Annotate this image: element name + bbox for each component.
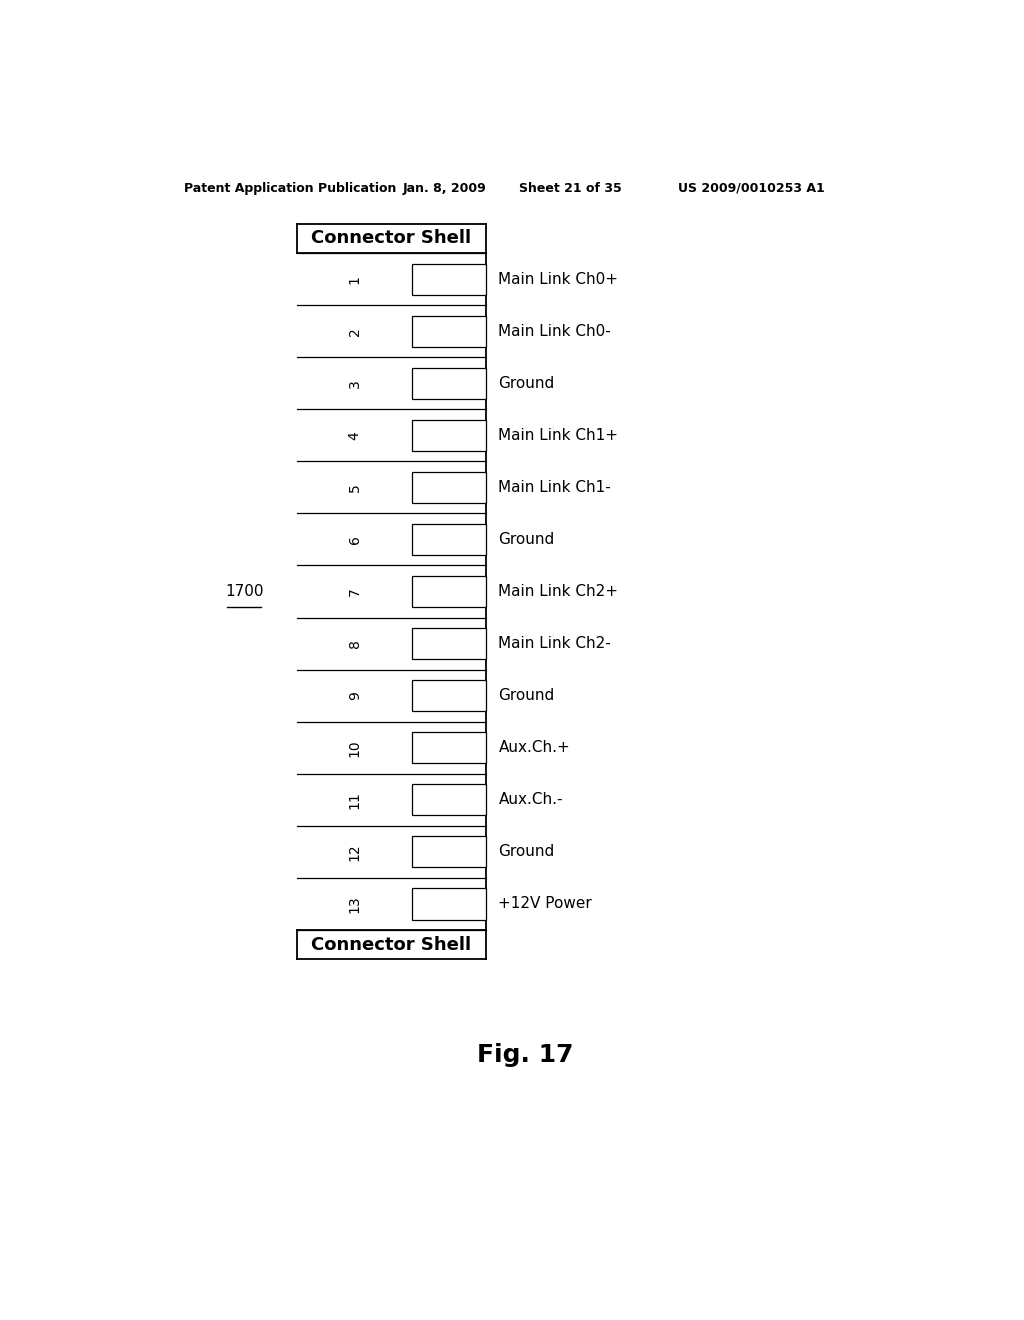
Text: Main Link Ch2+: Main Link Ch2+ (499, 583, 618, 599)
Text: 12: 12 (348, 843, 361, 861)
Bar (413, 471, 486, 503)
Bar (413, 680, 486, 711)
Bar (413, 524, 486, 556)
Text: Fig. 17: Fig. 17 (476, 1043, 573, 1068)
Text: Main Link Ch1-: Main Link Ch1- (499, 480, 611, 495)
Text: 8: 8 (348, 639, 361, 648)
Text: Main Link Ch2-: Main Link Ch2- (499, 636, 611, 651)
Text: 2: 2 (348, 327, 361, 335)
Text: Aux.Ch.+: Aux.Ch.+ (499, 741, 570, 755)
Text: 7: 7 (348, 587, 361, 595)
Text: 6: 6 (348, 535, 361, 544)
Bar (413, 368, 486, 399)
Text: Main Link Ch1+: Main Link Ch1+ (499, 428, 618, 442)
Text: 4: 4 (348, 430, 361, 440)
Bar (413, 837, 486, 867)
Text: Main Link Ch0+: Main Link Ch0+ (499, 272, 618, 286)
Text: Aux.Ch.-: Aux.Ch.- (499, 792, 563, 808)
Bar (413, 733, 486, 763)
Bar (413, 264, 486, 294)
Text: Patent Application Publication: Patent Application Publication (183, 182, 396, 194)
Bar (413, 628, 486, 659)
Bar (413, 576, 486, 607)
Text: Ground: Ground (499, 845, 555, 859)
Text: US 2009/0010253 A1: US 2009/0010253 A1 (678, 182, 825, 194)
Text: Ground: Ground (499, 688, 555, 704)
Text: 5: 5 (348, 483, 361, 492)
Bar (413, 420, 486, 451)
Text: 1: 1 (348, 275, 361, 284)
Text: Ground: Ground (499, 376, 555, 391)
Text: Sheet 21 of 35: Sheet 21 of 35 (519, 182, 623, 194)
Text: +12V Power: +12V Power (499, 896, 592, 911)
Bar (413, 315, 486, 347)
Bar (413, 784, 486, 816)
Text: 1700: 1700 (225, 583, 263, 599)
Text: 13: 13 (348, 895, 361, 912)
Text: 11: 11 (348, 791, 361, 809)
Text: Ground: Ground (499, 532, 555, 546)
Text: Jan. 8, 2009: Jan. 8, 2009 (403, 182, 486, 194)
Text: 10: 10 (348, 739, 361, 756)
Text: Main Link Ch0-: Main Link Ch0- (499, 323, 611, 339)
Text: Connector Shell: Connector Shell (311, 230, 472, 247)
Text: 9: 9 (348, 692, 361, 700)
Bar (413, 888, 486, 920)
Text: 3: 3 (348, 379, 361, 388)
Text: Connector Shell: Connector Shell (311, 936, 472, 953)
